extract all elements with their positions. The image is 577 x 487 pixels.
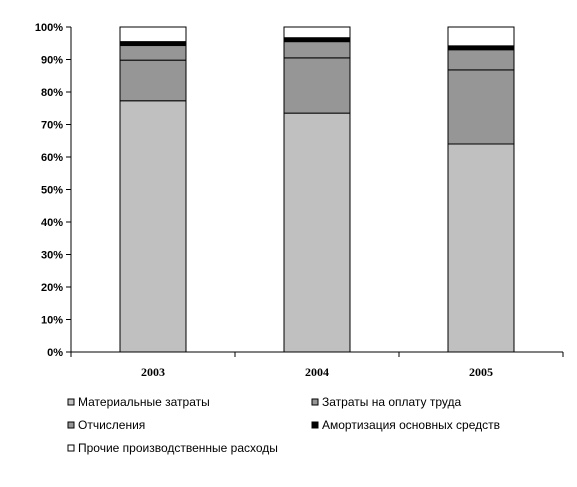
x-category-label: 2003 [141, 365, 165, 379]
legend-swatch [311, 421, 319, 429]
bar-segment-4-2003 [119, 26, 187, 43]
bar-segment-4-2005 [447, 26, 515, 47]
bar-segment-1-2004 [283, 57, 351, 114]
bar-segment-4-2004 [283, 26, 351, 39]
legend-swatch [67, 421, 75, 429]
y-tick-label: 40% [41, 217, 63, 229]
y-tick-label: 10% [41, 315, 63, 327]
y-tick-label: 100% [35, 22, 63, 34]
legend-swatch [67, 398, 75, 406]
bar-segment-0-2003 [119, 100, 187, 353]
legend: Материальные затраты Затраты на оплату тр… [67, 395, 500, 455]
axes [70, 27, 564, 357]
bar-segment-1-2005 [447, 69, 515, 145]
y-tick-label: 0% [47, 347, 63, 359]
bar-segment-0-2004 [283, 112, 351, 353]
bar-segment-2-2005 [447, 49, 515, 71]
legend-label: Прочие производственные расходы [78, 441, 278, 455]
bar-segment-2-2003 [119, 45, 187, 61]
x-category-label: 2005 [469, 365, 493, 379]
y-tick-label: 90% [41, 55, 63, 67]
bar-segment-3-2003 [119, 41, 187, 47]
x-category-label: 2004 [305, 365, 329, 379]
y-axis-ticks: 0% 10% 20% 30% 40% 50% 60% 70% 80% 90% 100% [35, 22, 71, 359]
legend-label: Амортизация основных средств [322, 418, 500, 432]
bar-segment-3-2005 [447, 45, 515, 51]
bar-segment-2-2004 [283, 41, 351, 59]
y-tick-label: 60% [41, 152, 63, 164]
bar-segment-3-2004 [283, 37, 351, 43]
bar-segment-0-2005 [447, 143, 515, 353]
legend-label: Материальные затраты [78, 395, 210, 409]
y-tick-label: 50% [41, 185, 63, 197]
legend-swatch [311, 398, 319, 406]
bars [119, 26, 515, 353]
y-tick-label: 80% [41, 87, 63, 99]
legend-label: Затраты на оплату труда [322, 395, 462, 409]
x-axis-labels: 2003 2004 2005 [141, 365, 493, 379]
legend-label: Отчисления [78, 418, 145, 432]
y-tick-label: 30% [41, 250, 63, 262]
legend-swatch [67, 444, 75, 452]
y-tick-label: 20% [41, 282, 63, 294]
y-tick-label: 70% [41, 120, 63, 132]
bar-segment-1-2003 [119, 59, 187, 102]
